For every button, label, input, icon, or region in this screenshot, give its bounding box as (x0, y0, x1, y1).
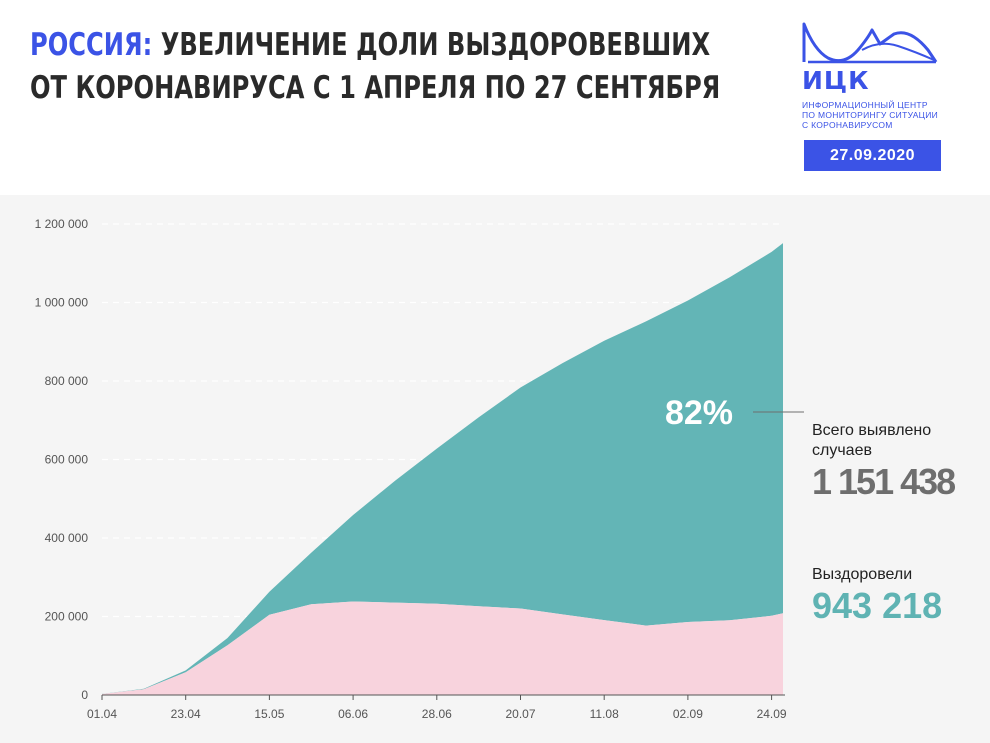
total-cases-label: Всего выявлено случаев (812, 422, 932, 459)
chart-panel: 0 200 000 400 000 600 000 800 000 1 000 000 1 … (0, 195, 990, 743)
title-line-1: РОССИЯ: УВЕЛИЧЕНИЕ ДОЛИ ВЫЗДОРОВЕВШИХ (30, 27, 710, 63)
y-tick-label: 0 (81, 688, 88, 702)
x-tick-label: 23.04 (171, 707, 201, 721)
x-tick-label: 20.07 (505, 707, 535, 721)
x-tick-label: 06.06 (338, 707, 368, 721)
x-tick-label: 15.05 (254, 707, 284, 721)
area-chart: 0 200 000 400 000 600 000 800 000 1 000 000 1 … (35, 217, 804, 721)
logo-description: ИНФОРМАЦИОННЫЙ ЦЕНТР ПО МОНИТОРИНГУ СИТУ… (802, 100, 952, 130)
x-tick-label: 01.04 (87, 707, 117, 721)
title-accent: РОССИЯ: (30, 27, 153, 63)
title-line-2: ОТ КОРОНАВИРУСА С 1 АПРЕЛЯ ПО 27 СЕНТЯБР… (30, 70, 721, 106)
x-tick-label: 02.09 (673, 707, 703, 721)
date-badge: 27.09.2020 (804, 140, 941, 171)
mountain-wave-logo-icon (802, 22, 938, 64)
area-layer (102, 243, 783, 695)
y-tick-label: 1 200 000 (35, 217, 89, 231)
y-tick-label: 1 000 000 (35, 296, 89, 310)
active-cases-area (102, 601, 783, 695)
total-cases-value: 1 151 438 (812, 461, 956, 502)
header: РОССИЯ: УВЕЛИЧЕНИЕ ДОЛИ ВЫЗДОРОВЕВШИХ ОТ… (0, 0, 990, 195)
x-tick-label: 28.06 (422, 707, 452, 721)
icc-logo: ИЦК ИНФОРМАЦИОННЫЙ ЦЕНТР ПО МОНИТОРИНГУ … (800, 20, 945, 130)
logo-desc-line-3: С КОРОНАВИРУСОМ (802, 120, 893, 130)
y-tick-label: 200 000 (45, 610, 89, 624)
logo-abbreviation: ИЦК (802, 66, 870, 95)
y-tick-label: 800 000 (45, 374, 89, 388)
percent-recovered-label: 82% (665, 394, 733, 432)
grid-layer (102, 223, 783, 618)
x-tick-label: 11.08 (590, 707, 619, 721)
recovered-label: Выздоровели (812, 566, 913, 583)
y-tick-label: 600 000 (45, 453, 89, 467)
title-line1-rest: УВЕЛИЧЕНИЕ ДОЛИ ВЫЗДОРОВЕВШИХ (152, 27, 711, 63)
x-tick-label: 24.09 (757, 707, 787, 721)
recovered-value: 943 218 (812, 585, 943, 626)
logo-desc-line-1: ИНФОРМАЦИОННЫЙ ЦЕНТР (802, 100, 928, 110)
series-total-area (102, 243, 783, 694)
axis-layer: 0 200 000 400 000 600 000 800 000 1 000 000 1 … (35, 217, 787, 721)
page-title: РОССИЯ: УВЕЛИЧЕНИЕ ДОЛИ ВЫЗДОРОВЕВШИХ ОТ… (30, 24, 720, 110)
logo-desc-line-2: ПО МОНИТОРИНГУ СИТУАЦИИ (802, 110, 939, 120)
y-tick-label: 400 000 (45, 531, 89, 545)
